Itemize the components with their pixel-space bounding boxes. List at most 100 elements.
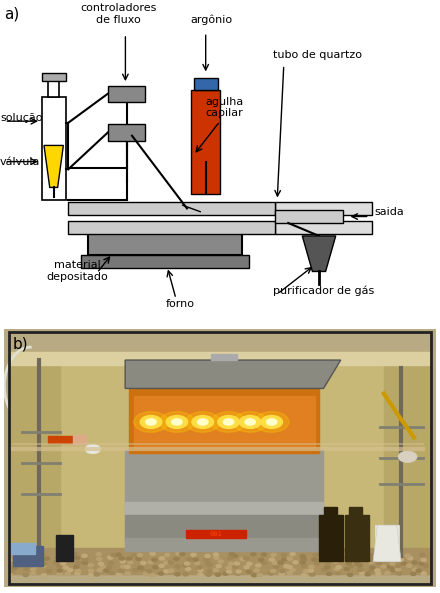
Bar [349,507,362,515]
Circle shape [58,554,63,557]
Circle shape [211,412,246,432]
Circle shape [327,569,333,572]
Circle shape [136,564,142,567]
Circle shape [29,560,34,563]
Circle shape [152,552,157,555]
Circle shape [158,570,163,573]
Circle shape [366,557,371,560]
Circle shape [282,570,288,573]
Circle shape [95,563,100,567]
Circle shape [302,568,307,570]
Circle shape [140,573,146,576]
Circle shape [216,552,221,555]
Circle shape [146,419,156,425]
Circle shape [406,569,411,573]
Circle shape [233,412,268,432]
Circle shape [42,564,47,567]
Bar [48,74,59,97]
Circle shape [15,564,20,567]
Circle shape [260,553,265,556]
Circle shape [356,562,362,565]
Circle shape [157,573,162,576]
Circle shape [413,553,418,556]
Circle shape [239,416,261,428]
Circle shape [266,572,271,575]
Circle shape [234,573,239,576]
Bar [275,202,372,215]
Circle shape [28,565,33,569]
Circle shape [330,556,336,559]
Circle shape [185,565,190,568]
Bar [275,221,372,234]
Circle shape [254,412,289,432]
Circle shape [95,572,100,575]
Circle shape [256,572,261,575]
Circle shape [213,566,218,569]
Circle shape [65,554,70,557]
Circle shape [235,554,241,557]
Circle shape [118,565,123,568]
Circle shape [176,557,181,560]
Circle shape [108,562,114,565]
Text: purificador de gás: purificador de gás [273,286,374,296]
Circle shape [363,572,368,575]
Circle shape [74,569,79,572]
Circle shape [251,556,256,560]
Circle shape [216,569,222,572]
Circle shape [144,553,149,556]
Bar [13,546,43,566]
Circle shape [269,554,275,557]
Circle shape [406,562,411,565]
Circle shape [182,552,187,555]
Circle shape [356,569,361,572]
Circle shape [423,561,429,564]
Text: b): b) [13,337,29,352]
Bar [108,125,145,141]
Circle shape [94,556,99,559]
Circle shape [224,572,229,575]
Circle shape [241,569,246,572]
Polygon shape [125,360,341,388]
Circle shape [169,565,174,568]
Text: válvula: válvula [0,157,40,167]
Circle shape [378,565,382,568]
Circle shape [294,566,300,569]
Circle shape [120,561,125,564]
Circle shape [120,573,125,576]
Circle shape [243,565,249,569]
Circle shape [400,556,406,559]
Circle shape [189,556,194,559]
Bar [42,73,66,81]
Bar [9,352,431,365]
Bar [48,436,73,442]
Circle shape [273,557,279,560]
Circle shape [173,552,178,556]
Circle shape [44,557,50,560]
Circle shape [311,573,316,576]
Circle shape [134,412,168,432]
Circle shape [314,557,319,560]
Circle shape [23,552,28,555]
Circle shape [36,557,41,560]
Circle shape [198,419,208,425]
Circle shape [45,562,50,565]
Circle shape [65,557,70,560]
Bar [9,352,431,566]
Circle shape [293,553,298,556]
Circle shape [337,569,342,572]
Circle shape [72,557,77,560]
Circle shape [355,566,359,569]
Circle shape [261,416,282,428]
Circle shape [52,564,58,567]
Text: argônio: argônio [190,14,232,25]
Circle shape [272,560,277,564]
Circle shape [301,566,306,569]
Circle shape [55,561,60,564]
Circle shape [278,557,283,560]
Circle shape [281,553,286,556]
Circle shape [182,573,187,576]
Circle shape [203,561,208,564]
Circle shape [377,554,382,557]
Bar [9,549,431,574]
Circle shape [39,554,44,557]
